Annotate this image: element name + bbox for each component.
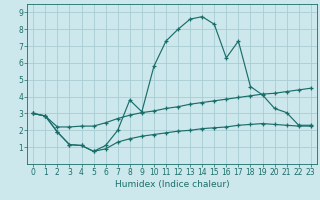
X-axis label: Humidex (Indice chaleur): Humidex (Indice chaleur): [115, 180, 229, 189]
